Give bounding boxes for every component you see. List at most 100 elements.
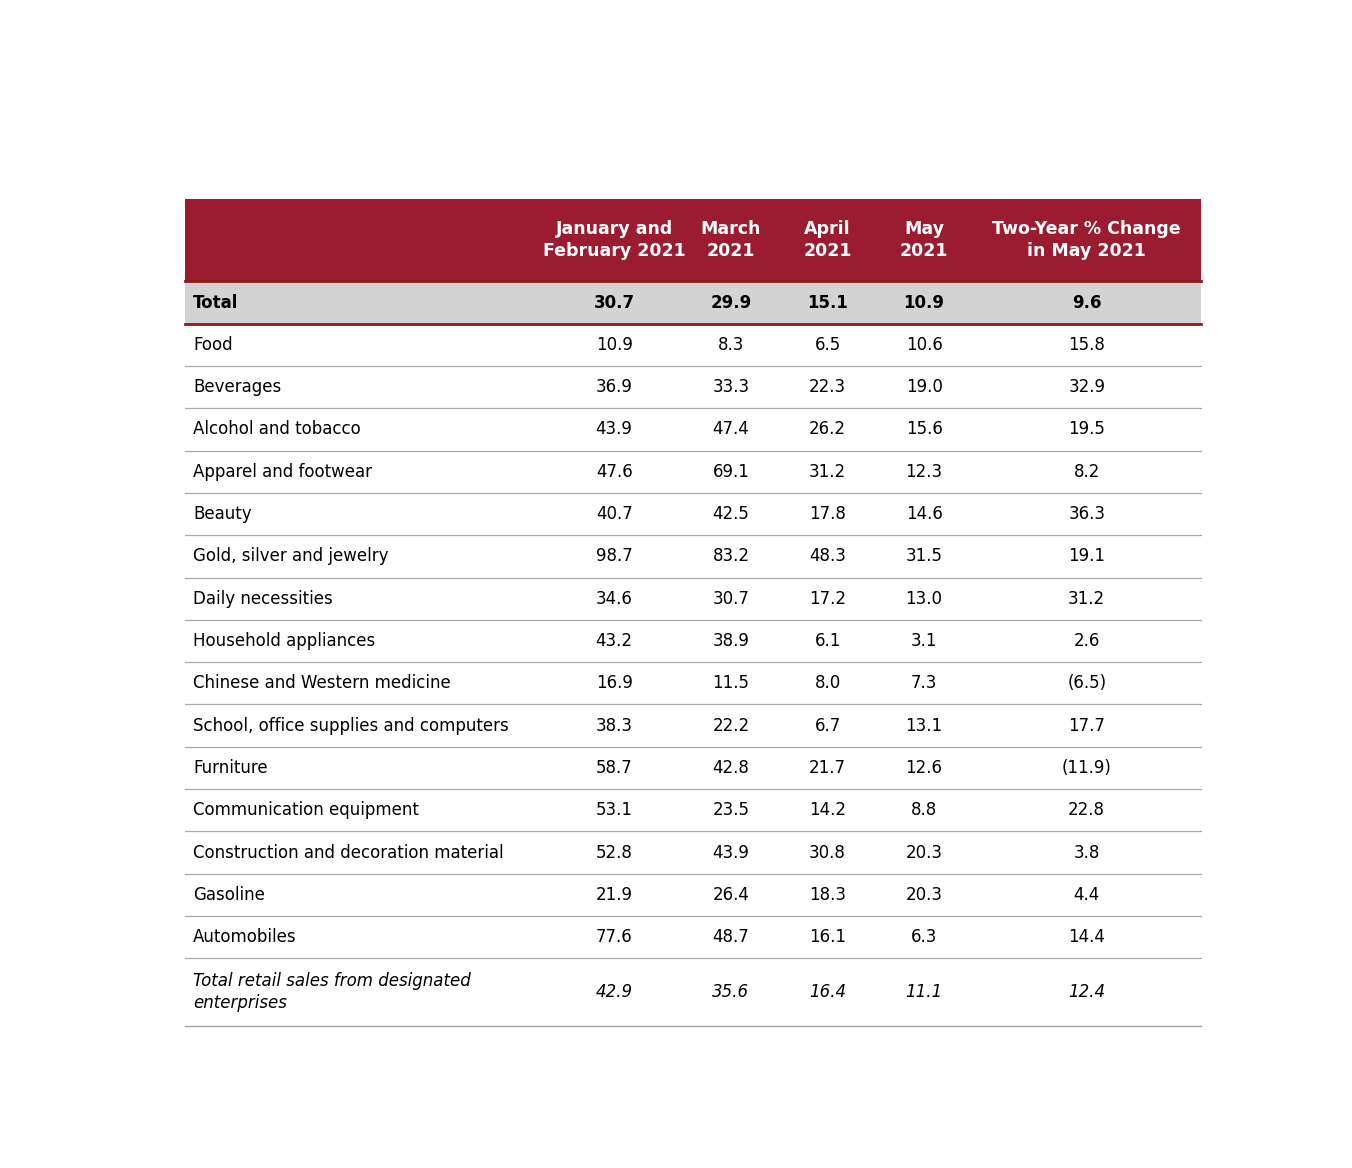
Text: 77.6: 77.6 bbox=[596, 929, 633, 946]
Text: 8.8: 8.8 bbox=[911, 801, 937, 819]
Text: 10.9: 10.9 bbox=[596, 336, 633, 354]
Text: 3.1: 3.1 bbox=[911, 632, 937, 651]
Text: 40.7: 40.7 bbox=[596, 505, 633, 523]
Text: 36.3: 36.3 bbox=[1068, 505, 1105, 523]
Text: (11.9): (11.9) bbox=[1061, 759, 1111, 777]
Text: Automobiles: Automobiles bbox=[193, 929, 296, 946]
Text: 43.2: 43.2 bbox=[596, 632, 633, 651]
Text: 31.5: 31.5 bbox=[906, 548, 942, 565]
Text: Daily necessities: Daily necessities bbox=[193, 590, 333, 607]
Text: 30.7: 30.7 bbox=[594, 293, 634, 312]
Text: 8.2: 8.2 bbox=[1073, 463, 1101, 481]
Text: May
2021: May 2021 bbox=[900, 220, 948, 260]
Text: 98.7: 98.7 bbox=[596, 548, 633, 565]
Bar bbox=[185, 409, 1201, 451]
Text: 16.4: 16.4 bbox=[808, 983, 846, 1001]
Bar bbox=[185, 916, 1201, 958]
Bar bbox=[185, 874, 1201, 916]
Text: 10.6: 10.6 bbox=[906, 336, 942, 354]
Text: 15.1: 15.1 bbox=[807, 293, 848, 312]
Text: Household appliances: Household appliances bbox=[193, 632, 376, 651]
Text: Apparel and footwear: Apparel and footwear bbox=[193, 463, 372, 481]
Text: 9.6: 9.6 bbox=[1072, 293, 1102, 312]
Text: Construction and decoration material: Construction and decoration material bbox=[193, 843, 504, 862]
Text: 21.9: 21.9 bbox=[596, 885, 633, 904]
Text: 11.5: 11.5 bbox=[713, 674, 749, 693]
Text: 38.3: 38.3 bbox=[596, 717, 633, 735]
Text: Beauty: Beauty bbox=[193, 505, 251, 523]
Text: 47.4: 47.4 bbox=[713, 420, 749, 438]
Bar bbox=[185, 281, 1201, 324]
Text: Gold, silver and jewelry: Gold, silver and jewelry bbox=[193, 548, 388, 565]
Text: 32.9: 32.9 bbox=[1068, 378, 1105, 396]
Text: 2.6: 2.6 bbox=[1073, 632, 1101, 651]
Bar bbox=[185, 535, 1201, 577]
Text: 26.2: 26.2 bbox=[808, 420, 846, 438]
Text: 18.3: 18.3 bbox=[808, 885, 846, 904]
Text: 83.2: 83.2 bbox=[713, 548, 749, 565]
Text: 22.3: 22.3 bbox=[808, 378, 846, 396]
Text: 42.5: 42.5 bbox=[713, 505, 749, 523]
Bar bbox=[185, 577, 1201, 620]
Text: 7.3: 7.3 bbox=[911, 674, 937, 693]
Text: Two-Year % Change
in May 2021: Two-Year % Change in May 2021 bbox=[992, 220, 1182, 260]
Text: (6.5): (6.5) bbox=[1067, 674, 1106, 693]
Text: 6.7: 6.7 bbox=[814, 717, 841, 735]
Text: 11.1: 11.1 bbox=[906, 983, 942, 1001]
Text: 58.7: 58.7 bbox=[596, 759, 633, 777]
Text: Total: Total bbox=[193, 293, 238, 312]
Text: 29.9: 29.9 bbox=[710, 293, 752, 312]
Text: 6.3: 6.3 bbox=[911, 929, 937, 946]
Text: 69.1: 69.1 bbox=[713, 463, 749, 481]
Text: 22.8: 22.8 bbox=[1068, 801, 1105, 819]
Text: 38.9: 38.9 bbox=[713, 632, 749, 651]
Bar bbox=[185, 746, 1201, 790]
Text: 8.3: 8.3 bbox=[718, 336, 744, 354]
Text: 13.1: 13.1 bbox=[906, 717, 942, 735]
Text: 21.7: 21.7 bbox=[808, 759, 846, 777]
Text: 12.4: 12.4 bbox=[1068, 983, 1106, 1001]
Text: 14.6: 14.6 bbox=[906, 505, 942, 523]
Text: 48.7: 48.7 bbox=[713, 929, 749, 946]
Text: 48.3: 48.3 bbox=[808, 548, 846, 565]
Text: 20.3: 20.3 bbox=[906, 843, 942, 862]
Text: 3.8: 3.8 bbox=[1073, 843, 1101, 862]
Bar bbox=[185, 662, 1201, 704]
Text: 19.1: 19.1 bbox=[1068, 548, 1105, 565]
Text: 42.8: 42.8 bbox=[713, 759, 749, 777]
Text: Furniture: Furniture bbox=[193, 759, 268, 777]
Text: 22.2: 22.2 bbox=[713, 717, 749, 735]
Text: Beverages: Beverages bbox=[193, 378, 281, 396]
Text: 10.9: 10.9 bbox=[903, 293, 945, 312]
Text: 33.3: 33.3 bbox=[713, 378, 749, 396]
Bar bbox=[185, 451, 1201, 493]
Text: 30.8: 30.8 bbox=[808, 843, 846, 862]
Bar bbox=[185, 493, 1201, 535]
Text: 47.6: 47.6 bbox=[596, 463, 633, 481]
Text: 8.0: 8.0 bbox=[814, 674, 841, 693]
Text: 35.6: 35.6 bbox=[713, 983, 749, 1001]
Text: 17.7: 17.7 bbox=[1068, 717, 1105, 735]
Text: 16.9: 16.9 bbox=[596, 674, 633, 693]
Text: 6.1: 6.1 bbox=[814, 632, 841, 651]
Text: Alcohol and tobacco: Alcohol and tobacco bbox=[193, 420, 361, 438]
Text: 53.1: 53.1 bbox=[596, 801, 633, 819]
Text: 30.7: 30.7 bbox=[713, 590, 749, 607]
Text: 36.9: 36.9 bbox=[596, 378, 633, 396]
Bar bbox=[185, 704, 1201, 746]
Text: 43.9: 43.9 bbox=[713, 843, 749, 862]
Bar bbox=[185, 324, 1201, 366]
Text: Gasoline: Gasoline bbox=[193, 885, 265, 904]
Text: 26.4: 26.4 bbox=[713, 885, 749, 904]
Text: 17.2: 17.2 bbox=[808, 590, 846, 607]
Text: 12.6: 12.6 bbox=[906, 759, 942, 777]
Bar bbox=[185, 620, 1201, 662]
Text: School, office supplies and computers: School, office supplies and computers bbox=[193, 717, 508, 735]
Text: 12.3: 12.3 bbox=[906, 463, 942, 481]
Text: April
2021: April 2021 bbox=[803, 220, 852, 260]
Text: January and
February 2021: January and February 2021 bbox=[542, 220, 685, 260]
Bar bbox=[185, 958, 1201, 1026]
Text: 13.0: 13.0 bbox=[906, 590, 942, 607]
Text: 20.3: 20.3 bbox=[906, 885, 942, 904]
Text: 4.4: 4.4 bbox=[1073, 885, 1101, 904]
